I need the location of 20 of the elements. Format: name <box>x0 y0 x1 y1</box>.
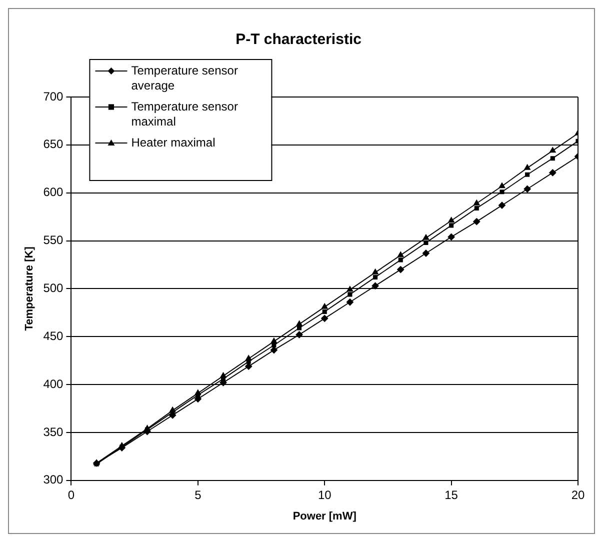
y-tick-label: 600 <box>43 185 64 200</box>
y-tick-label: 350 <box>43 424 64 439</box>
x-tick-label: 20 <box>571 488 585 502</box>
x-axis-title: Power [mW] <box>292 510 357 522</box>
x-tick-label: 10 <box>318 488 332 502</box>
y-axis-title: Temperature [K] <box>24 246 36 331</box>
y-tick-label: 400 <box>43 376 64 391</box>
y-tick-label: 500 <box>43 281 64 296</box>
y-tick-label: 650 <box>43 137 64 152</box>
legend-label: Heater maximal <box>131 135 216 150</box>
y-tick-label: 300 <box>43 472 64 487</box>
legend-label: Temperature sensor average <box>131 63 238 92</box>
y-tick-label: 550 <box>43 233 64 248</box>
x-tick-label: 5 <box>194 488 202 502</box>
y-tick-label: 700 <box>43 89 64 104</box>
x-tick-label: 0 <box>68 488 75 502</box>
chart-title: P-T characteristic <box>236 31 362 48</box>
legend-label: Temperature sensor maximal <box>131 99 238 128</box>
x-tick-label: 15 <box>444 488 458 502</box>
y-tick-label: 450 <box>43 328 64 343</box>
